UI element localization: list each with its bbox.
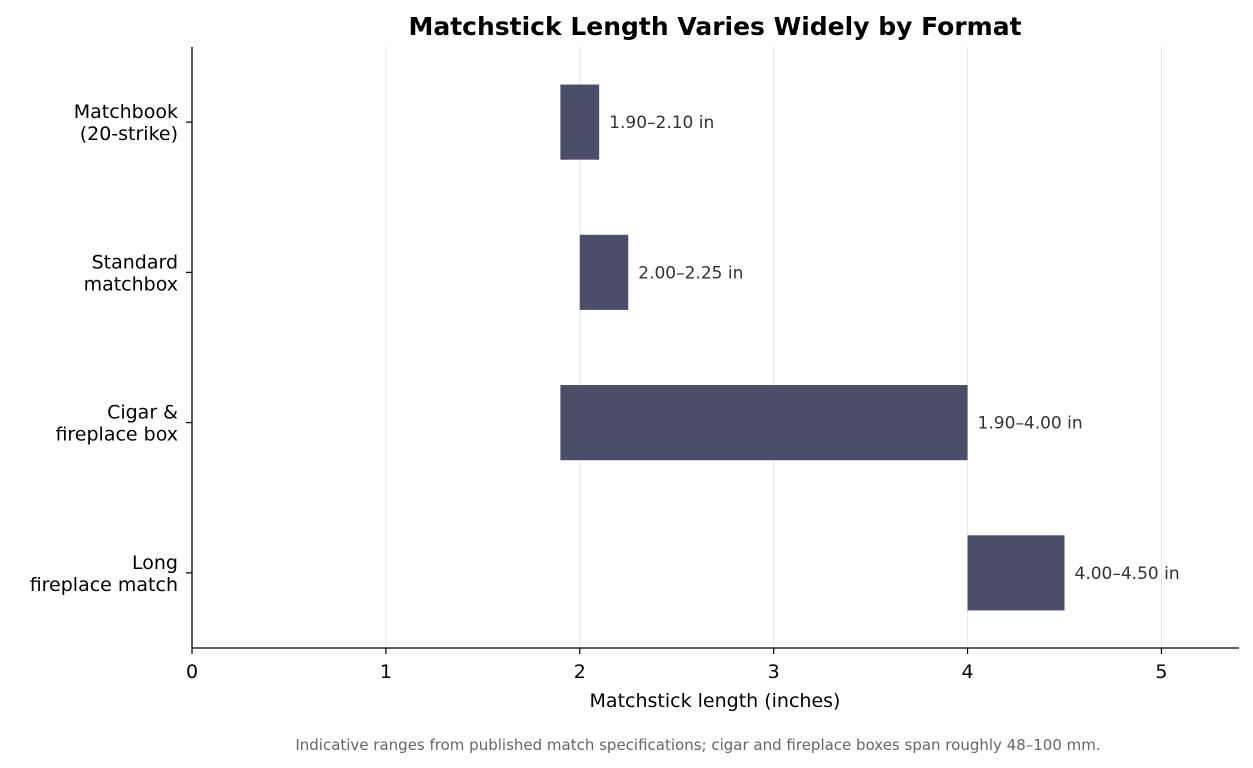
y-tick-label-line: Cigar & — [107, 402, 178, 424]
x-axis-ticks: 0 1 2 3 4 5 — [186, 648, 1167, 683]
bar-value-label: 1.90–2.10 in — [609, 113, 714, 133]
x-tick-label: 5 — [1155, 661, 1167, 683]
bar — [579, 234, 629, 310]
y-tick-label: Standard matchbox — [84, 251, 178, 295]
chart-title: Matchstick Length Varies Widely by Forma… — [408, 12, 1021, 41]
x-axis-label: Matchstick length (inches) — [590, 690, 841, 712]
y-tick-label-line: Matchbook — [74, 101, 178, 123]
y-tick-label-line: fireplace match — [30, 574, 178, 596]
y-tick-label: Cigar & fireplace box — [55, 402, 178, 446]
axes — [191, 47, 1239, 649]
y-tick-label-line: Standard — [92, 251, 178, 273]
y-tick-label-line: Long — [132, 552, 178, 574]
y-tick-label-line: fireplace box — [55, 424, 178, 446]
y-tick-label-line: (20-strike) — [80, 123, 178, 145]
bar — [967, 535, 1065, 611]
y-tick-label: Long fireplace match — [30, 552, 178, 596]
bar-value-label: 2.00–2.25 in — [638, 263, 743, 283]
bar-value-label: 1.90–4.00 in — [978, 414, 1083, 434]
y-tick-label-line: matchbox — [84, 273, 178, 295]
bar — [560, 84, 600, 160]
y-axis-ticks: Matchbook (20-strike) Standard matchbox Ciga… — [30, 101, 192, 596]
y-tick-label: Matchbook (20-strike) — [74, 101, 178, 145]
x-tick-label: 4 — [962, 661, 974, 683]
bar-value-label: 4.00–4.50 in — [1075, 564, 1180, 584]
x-tick-label: 2 — [574, 661, 586, 683]
bar-labels: 1.90–2.10 in 2.00–2.25 in 1.90–4.00 in 4.00… — [609, 113, 1179, 584]
x-tick-label: 3 — [768, 661, 780, 683]
x-tick-label: 0 — [186, 661, 198, 683]
x-tick-label: 1 — [380, 661, 392, 683]
chart-caption: Indicative ranges from published match s… — [295, 736, 1100, 754]
bar — [560, 385, 968, 461]
bars — [560, 84, 1065, 611]
